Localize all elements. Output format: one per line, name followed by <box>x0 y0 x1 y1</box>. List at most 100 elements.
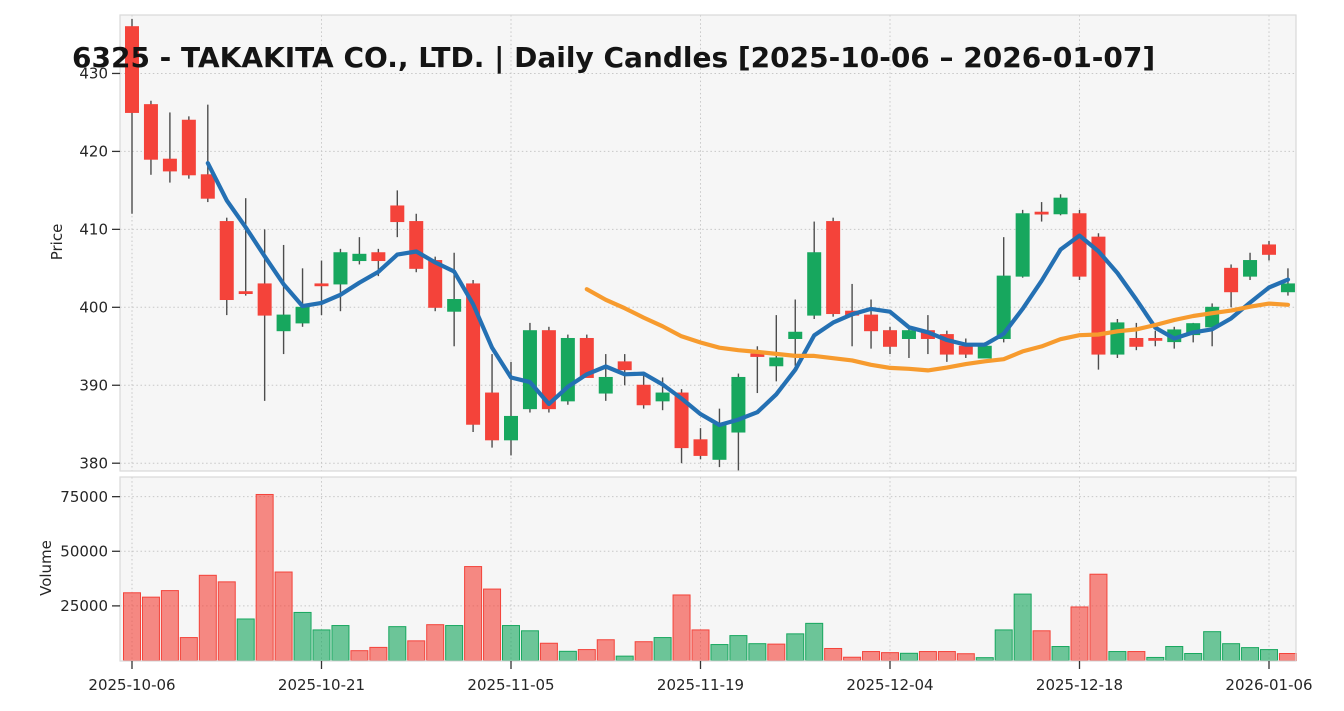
volume-bar <box>1032 630 1051 661</box>
candle-body-down <box>883 330 897 347</box>
candle-body-down <box>1262 244 1276 255</box>
date-tick-label: 2025-10-21 <box>278 676 365 694</box>
volume-bar <box>975 657 994 661</box>
sma-fast-line <box>205 161 1291 428</box>
volume-bar <box>596 639 615 661</box>
candle-body-up <box>504 415 518 441</box>
price-panel-bg <box>120 15 1296 471</box>
candle-body-up <box>731 376 746 433</box>
price-tick-label: 410 <box>79 221 108 239</box>
volume-bar <box>862 651 881 662</box>
volume-bar <box>899 652 918 662</box>
volume-bar <box>293 611 312 662</box>
volume-bar <box>520 630 539 661</box>
volume-bar <box>350 650 369 661</box>
candle-body-up <box>655 392 670 402</box>
volume-bar <box>843 656 862 661</box>
candle-body-down <box>219 221 234 301</box>
candle-body-up <box>295 306 310 324</box>
date-tick-label: 2025-10-06 <box>88 676 175 694</box>
price-axis-label: Price <box>48 223 66 261</box>
date-tick-label: 2025-11-19 <box>657 676 744 694</box>
volume-bar <box>255 493 274 661</box>
volume-bar <box>1241 647 1260 662</box>
volume-bar <box>426 624 445 662</box>
volume-bar <box>805 622 824 662</box>
candle-body-down <box>200 174 215 199</box>
volume-bar <box>464 566 483 662</box>
volume-bar <box>786 633 805 662</box>
volume-bar <box>918 651 937 662</box>
price-tick-label: 420 <box>79 143 108 161</box>
candle-body-up <box>276 314 291 332</box>
volume-tick-label: 75000 <box>60 488 108 506</box>
volume-bar <box>160 590 179 661</box>
volume-tick-label: 25000 <box>60 597 108 615</box>
volume-bar <box>615 655 634 662</box>
volume-bar <box>1108 651 1127 662</box>
volume-bar <box>407 640 426 662</box>
candle-body-up <box>1053 197 1068 215</box>
volume-bar <box>994 629 1013 662</box>
candle-body-up <box>1243 260 1258 277</box>
candle-body-down <box>409 221 424 269</box>
candle-body-down <box>1034 211 1049 215</box>
candle-body-down <box>143 104 158 160</box>
price-tick-label: 400 <box>79 299 108 317</box>
volume-bar <box>937 651 956 662</box>
candle-body-up <box>522 330 537 410</box>
candle-body-down <box>390 205 405 223</box>
candle-body-down <box>826 221 841 315</box>
volume-bar <box>217 581 236 661</box>
volume-bar <box>445 625 464 661</box>
volume-bar <box>653 637 672 661</box>
volume-bar <box>198 574 217 662</box>
candle-body-down <box>257 283 272 316</box>
candle-body-down <box>617 361 632 371</box>
sma-slow-line <box>584 287 1291 373</box>
volume-bar <box>1070 606 1089 662</box>
date-tick-label: 2025-12-18 <box>1036 676 1123 694</box>
chart-title: 6325 - TAKAKITA CO., LTD. | Daily Candle… <box>72 41 1156 74</box>
volume-bar <box>824 647 843 661</box>
candle-body-down <box>1224 267 1239 293</box>
date-tick-label: 2026-01-06 <box>1225 676 1312 694</box>
candle-body-down <box>750 353 765 357</box>
candle-body-down <box>428 260 443 308</box>
volume-bar <box>123 592 141 662</box>
candle-body-up <box>769 357 784 367</box>
date-tick-label: 2025-11-05 <box>467 676 554 694</box>
volume-bar <box>141 596 160 661</box>
volume-bar <box>767 643 786 662</box>
candle-body-up <box>996 275 1011 339</box>
candle-body-down <box>238 291 253 295</box>
candle-body-up <box>1110 322 1125 355</box>
volume-tick-label: 50000 <box>60 543 108 561</box>
volume-bars-group <box>123 493 1297 662</box>
candle-body-down <box>314 283 329 287</box>
candle-body-down <box>1091 236 1106 355</box>
volume-bar <box>881 652 899 662</box>
candle-body-down <box>579 337 594 378</box>
price-tick-label: 430 <box>79 65 108 83</box>
candle-body-up <box>333 252 348 285</box>
volume-bar <box>1089 573 1108 661</box>
volume-bar <box>179 637 198 661</box>
volume-bar <box>691 629 710 662</box>
candle-body-up <box>1205 306 1220 328</box>
candle-body-down <box>864 314 879 332</box>
candle-body-up <box>712 423 727 460</box>
candle-body-down <box>1129 337 1144 347</box>
volume-bar <box>312 629 331 662</box>
volume-bar <box>1203 631 1222 662</box>
candle-body-down <box>371 252 386 262</box>
candle-body-down <box>541 330 556 410</box>
volume-bar <box>1260 649 1278 662</box>
volume-bar <box>1278 653 1297 661</box>
volume-bar <box>274 571 293 662</box>
candles-group <box>125 18 1295 471</box>
candle-body-up <box>352 253 367 262</box>
candle-body-down <box>162 158 177 172</box>
volume-bar <box>672 594 691 662</box>
